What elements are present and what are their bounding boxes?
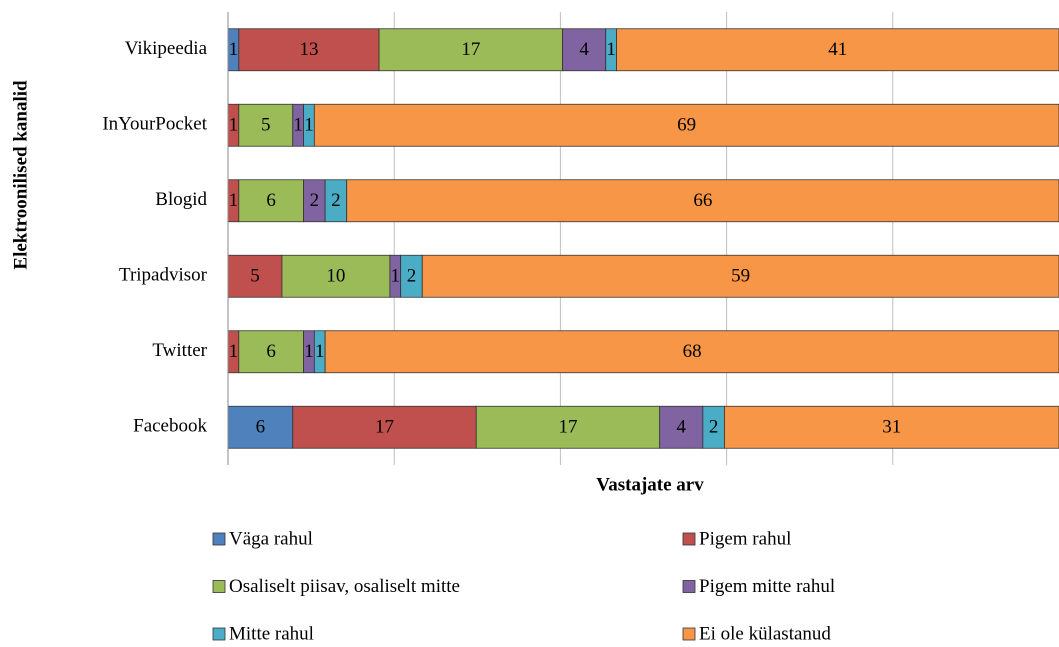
- bar-segment: [659, 405, 704, 449]
- bar-segment: [324, 330, 1059, 374]
- data-label: 1: [315, 341, 325, 362]
- data-label: 5: [261, 115, 271, 136]
- bar-segment: [227, 405, 294, 449]
- legend-swatch: [212, 580, 226, 593]
- y-tick-label: Vikipeedia: [125, 38, 208, 59]
- data-label: 1: [391, 266, 401, 287]
- bar-segment: [227, 254, 283, 298]
- data-label: 4: [579, 39, 589, 60]
- data-label: 17: [558, 417, 577, 438]
- data-label: 68: [683, 341, 702, 362]
- bar-segment: [378, 28, 563, 72]
- data-label: 31: [882, 417, 901, 438]
- data-label: 6: [256, 417, 266, 438]
- bar-segment: [238, 179, 304, 223]
- data-label: 2: [709, 417, 719, 438]
- data-label: 17: [375, 417, 394, 438]
- legend-swatch: [682, 627, 696, 641]
- legend-swatch: [682, 580, 696, 593]
- legend-label: Pigem mitte rahul: [699, 576, 835, 597]
- bar-segment: [421, 254, 1059, 298]
- bar-segment: [562, 28, 607, 72]
- data-label: 2: [331, 190, 341, 211]
- bar-segment: [238, 330, 304, 374]
- data-label: 1: [229, 341, 239, 362]
- y-tick-label: InYourPocket: [102, 114, 207, 135]
- x-axis-label: Vastajate arv: [596, 474, 704, 495]
- data-label: 4: [677, 417, 687, 438]
- legend-swatch: [682, 532, 696, 546]
- data-label: 1: [304, 115, 314, 136]
- data-label: 69: [677, 115, 696, 136]
- data-label: 59: [731, 266, 750, 287]
- data-label: 1: [293, 115, 303, 136]
- data-label: 1: [229, 39, 239, 60]
- y-tick-label: Blogid: [155, 189, 207, 210]
- data-label: 10: [326, 266, 345, 287]
- data-label: 2: [407, 266, 417, 287]
- data-label: 2: [310, 190, 320, 211]
- data-label: 5: [250, 266, 260, 287]
- data-label: 66: [693, 190, 712, 211]
- data-label: 6: [266, 190, 276, 211]
- data-label: 1: [304, 341, 314, 362]
- y-tick-label: Twitter: [152, 340, 207, 361]
- data-label: 13: [299, 39, 318, 60]
- y-axis-label: Elektroonilised kanalid: [10, 80, 31, 270]
- y-tick-label: Tripadvisor: [119, 265, 208, 286]
- y-tick-label: Facebook: [133, 416, 207, 437]
- legend-label: Ei ole külastanud: [699, 623, 831, 644]
- data-label: 1: [229, 190, 239, 211]
- legend-label: Osaliselt piisav, osaliselt mitte: [229, 576, 460, 597]
- legend-label: Väga rahul: [229, 528, 313, 549]
- legend-label: Pigem rahul: [699, 528, 791, 549]
- bar-segment: [281, 254, 391, 298]
- legend-label: Mitte rahul: [229, 623, 314, 644]
- data-label: 6: [266, 341, 276, 362]
- data-label: 1: [229, 115, 239, 136]
- bar-segment: [313, 103, 1059, 147]
- data-label: 17: [461, 39, 480, 60]
- bar-segment: [475, 405, 661, 449]
- legend-swatch: [212, 532, 226, 546]
- bar-segment: [346, 179, 1059, 223]
- data-label: 41: [828, 39, 847, 60]
- bar-segment: [616, 28, 1059, 72]
- legend-swatch: [212, 627, 226, 641]
- data-label: 1: [606, 39, 616, 60]
